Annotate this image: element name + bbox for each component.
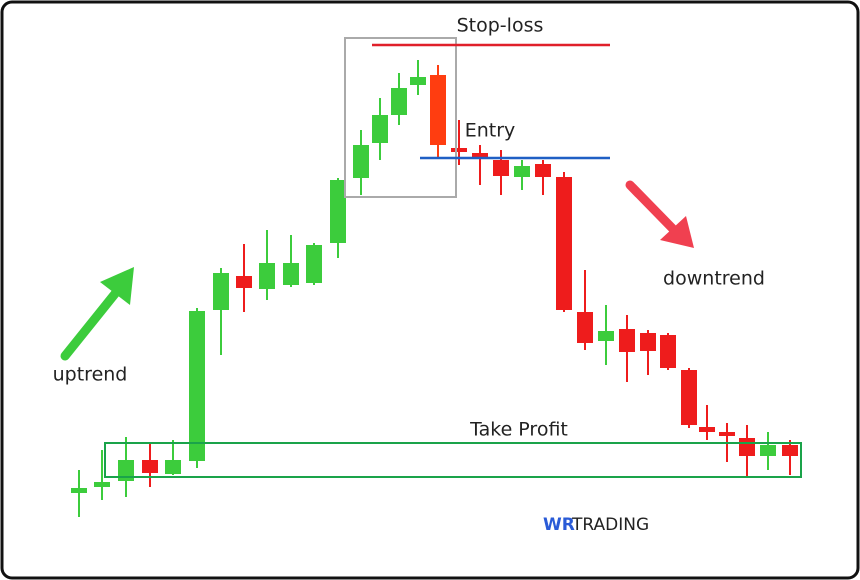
candle-body: [514, 166, 530, 177]
candle-body: [410, 77, 426, 85]
candle-body: [372, 115, 388, 143]
candle-body: [472, 153, 488, 158]
candle-body: [719, 432, 735, 436]
candle-body: [189, 311, 205, 461]
candle-body: [681, 370, 697, 425]
candle-body: [391, 88, 407, 115]
entry-box: [344, 37, 457, 198]
candle-body: [306, 245, 322, 283]
candle-body: [782, 445, 798, 456]
candle-body: [165, 460, 181, 474]
stop-loss-label: Stop-loss: [457, 15, 544, 37]
downtrend-arrow: [625, 180, 694, 248]
candle-body: [330, 180, 346, 243]
take-profit-label: Take Profit: [469, 419, 568, 441]
downtrend-label: downtrend: [663, 268, 765, 290]
uptrend-arrow: [60, 267, 134, 361]
candle-body: [259, 263, 275, 289]
candle-body: [94, 482, 110, 487]
candle-body: [660, 335, 676, 368]
candle-body: [556, 177, 572, 310]
candle-body: [577, 312, 593, 343]
candles: [71, 60, 798, 517]
candle-body: [213, 273, 229, 310]
logo-text: TRADING: [571, 515, 649, 535]
candle-body: [142, 460, 158, 473]
uptrend-label: uptrend: [53, 364, 128, 386]
candle-body: [283, 263, 299, 285]
candle-body: [760, 445, 776, 456]
logo-mark: WR: [543, 515, 575, 535]
candle-body: [535, 164, 551, 177]
candle-body: [353, 145, 369, 178]
candle-body: [699, 427, 715, 432]
candle-body: [236, 276, 252, 288]
candle-body: [640, 333, 656, 351]
take-profit-zone: [104, 442, 802, 478]
candle-body: [598, 331, 614, 341]
candle-body: [430, 75, 446, 145]
entry-label: Entry: [465, 120, 516, 142]
candle-body: [619, 329, 635, 352]
candle-body: [118, 460, 134, 481]
candle-body: [493, 160, 509, 176]
candle-body: [71, 488, 87, 493]
candle-body: [451, 148, 467, 152]
candle-body: [739, 438, 755, 456]
